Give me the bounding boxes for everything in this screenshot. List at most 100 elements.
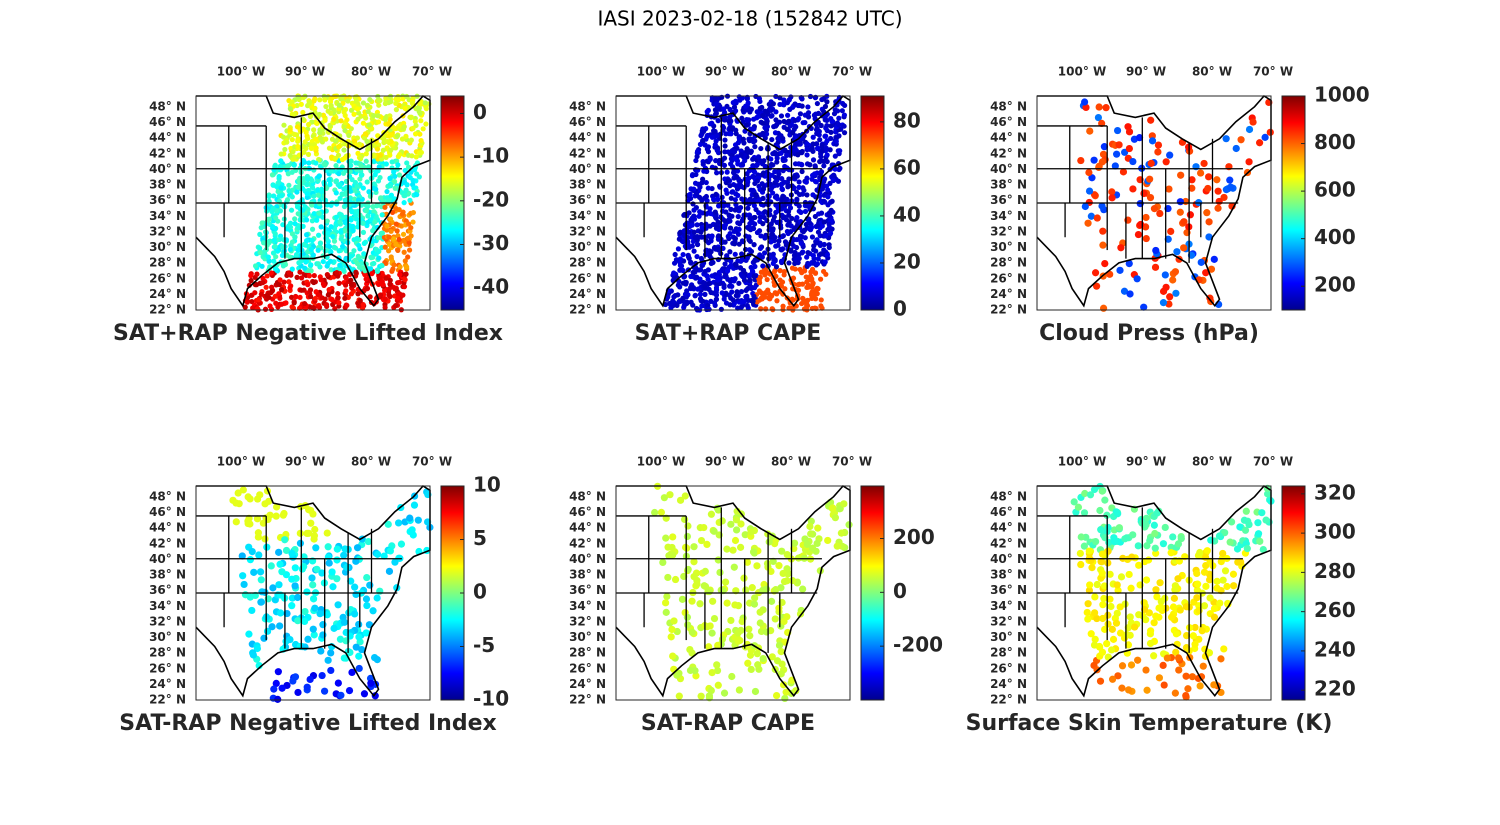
lat-label: 24° N [990, 287, 1027, 301]
swath-dot [759, 654, 767, 663]
swath-dot [768, 239, 774, 245]
swath-dot [315, 192, 322, 198]
swath-dot [697, 291, 703, 297]
swath-dot [1242, 507, 1250, 515]
swath-dot [805, 110, 812, 116]
swath-dot [796, 281, 802, 287]
swath-dot [694, 222, 700, 228]
swath-dot [739, 238, 746, 244]
swath-dot [818, 169, 825, 175]
lat-label: 44° N [990, 131, 1027, 145]
swath-dot [757, 245, 764, 252]
swath-dot [267, 303, 273, 309]
swath-dot [707, 156, 713, 162]
swath-dot [1141, 520, 1150, 528]
swath-dot [326, 177, 332, 183]
swath-dot [775, 641, 784, 649]
swath-dot [837, 529, 846, 537]
swath-dot [333, 178, 339, 185]
swath-dot [785, 182, 791, 189]
swath-dot [360, 220, 366, 226]
swath-dot [362, 595, 371, 603]
swath-dot [382, 296, 389, 302]
colorbar-tick-label: 400 [1314, 225, 1356, 249]
swath-dot [357, 156, 364, 162]
swath-dot [781, 272, 787, 278]
swath-dot [1148, 137, 1157, 145]
swath-dot [356, 242, 362, 249]
swath-dot [742, 158, 748, 164]
swath-dot [1167, 543, 1175, 551]
swath-dot [791, 174, 798, 180]
swath-dot [1107, 646, 1116, 654]
swath-dot [1104, 547, 1112, 555]
map-frame [195, 485, 431, 701]
swath-dot [1143, 686, 1151, 694]
swath-dot [295, 247, 301, 253]
swath-dot [254, 533, 262, 541]
swath-dot [392, 185, 398, 191]
swath-dot [1081, 489, 1089, 498]
lat-label: 42° N [990, 146, 1027, 160]
colorbar-tick-label: 220 [1314, 677, 1356, 701]
swath-dot [359, 260, 365, 266]
swath-dot [311, 127, 317, 133]
colorbar-tick-label: 40 [893, 202, 921, 226]
swath-dot [757, 105, 763, 111]
swath-dot [383, 161, 389, 167]
swath-dot [338, 118, 344, 124]
swath-dot [308, 246, 314, 253]
swath-dot [347, 168, 353, 175]
lon-label: 100° W [217, 455, 265, 469]
swath-dot [1125, 128, 1134, 136]
swath-dot [694, 190, 700, 197]
swath-dot [732, 235, 738, 242]
swath-dot [824, 536, 832, 545]
swath-dot [356, 255, 362, 261]
swath-dot [784, 100, 791, 106]
swath-dot [387, 183, 394, 189]
swath-dot [680, 267, 686, 274]
swath-dot [756, 619, 764, 627]
swath-dot [735, 686, 743, 694]
swath-dot [1142, 213, 1150, 222]
swath-dot [306, 121, 312, 128]
swath-dot [1081, 98, 1089, 106]
swath-dot [700, 176, 706, 182]
swath-dot [696, 213, 702, 219]
swath-dot [1126, 631, 1134, 639]
swath-dot [772, 130, 779, 136]
swath-dot [316, 174, 322, 180]
swath-dot [278, 301, 285, 307]
swath-dot [303, 129, 309, 136]
swath-dot [273, 215, 279, 221]
swath-dot [1261, 133, 1269, 141]
swath-dot [813, 121, 819, 128]
lat-label: 44° N [569, 131, 606, 145]
swath-dot [1118, 684, 1126, 692]
swath-dot [1137, 220, 1145, 229]
swath-dot [271, 237, 278, 243]
swath-dot [340, 654, 348, 662]
swath-dot [1162, 283, 1170, 291]
swath-dot [788, 94, 794, 100]
swath-dot [781, 118, 787, 125]
swath-dot [751, 687, 760, 696]
swath-dot [277, 277, 283, 283]
swath-dot [735, 220, 741, 226]
swath-dot [686, 210, 692, 216]
swath-dot [681, 492, 689, 500]
swath-dot [1213, 584, 1221, 592]
swath-dot [327, 649, 335, 657]
swath-dot [688, 285, 694, 292]
swath-dot [319, 621, 327, 629]
swath-dot [292, 221, 298, 227]
swath-dot [728, 131, 734, 137]
swath-dot [380, 552, 388, 560]
lon-label: 100° W [637, 65, 685, 79]
swath-dot [1085, 168, 1093, 177]
swath-dot [672, 251, 678, 258]
swath-dot [836, 115, 842, 121]
swath-dot [307, 287, 314, 293]
swath-dot [746, 138, 753, 144]
